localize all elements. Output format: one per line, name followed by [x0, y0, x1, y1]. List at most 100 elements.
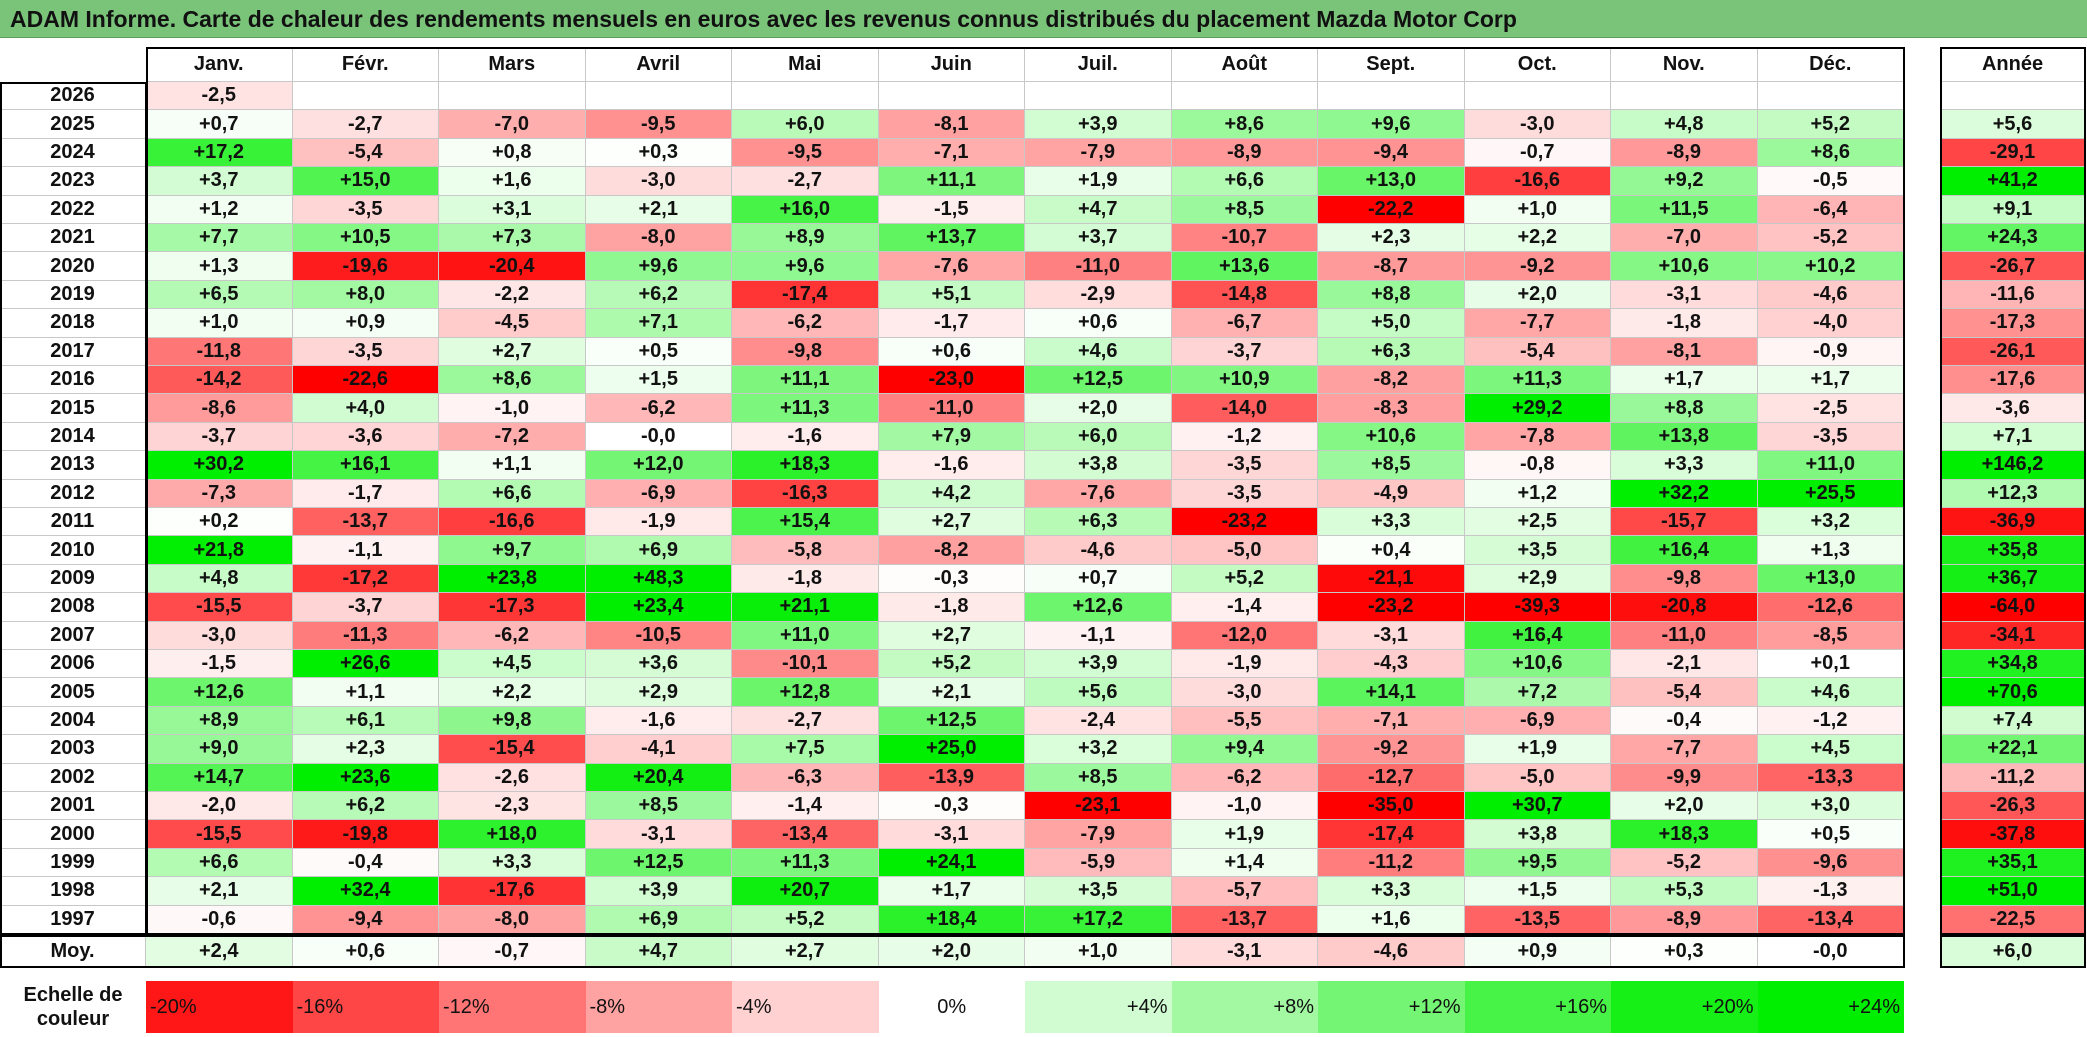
heatmap-cell: +2,0 [1464, 280, 1611, 310]
heatmap-cell: -5,2 [1611, 848, 1758, 878]
year-label-2013: 2013 [0, 451, 146, 480]
heatmap-cell: +6,3 [1318, 337, 1465, 366]
heatmap-cell: -1,2 [1171, 422, 1318, 452]
heatmap-cell: +1,0 [1464, 195, 1611, 224]
heatmap-cell: +18,4 [878, 905, 1025, 934]
heatmap-cell: +8,5 [1318, 451, 1465, 480]
average-cell: +2,4 [146, 937, 293, 967]
heatmap-cell: +3,2 [1757, 508, 1904, 537]
heatmap-cell: +11,0 [1757, 451, 1904, 480]
color-scale-swatch: +12% [1318, 981, 1465, 1033]
heatmap-cell: +6,9 [585, 536, 732, 565]
heatmap-cell: +0,1 [1757, 650, 1904, 679]
heatmap-cell: +4,5 [1757, 735, 1904, 764]
heatmap-cell: -7,3 [146, 479, 293, 508]
title-bar: ADAM Informe. Carte de chaleur des rende… [0, 0, 2087, 38]
average-cell: +0,3 [1611, 937, 1758, 967]
average-cell: +2,0 [878, 937, 1025, 967]
annual-cell: -3,6 [1940, 394, 2086, 423]
heatmap-cell: +13,6 [1171, 252, 1318, 281]
heatmap-cell: -3,5 [292, 195, 439, 224]
heatmap-cell: +20,7 [732, 877, 879, 906]
heatmap-cell: +10,6 [1464, 650, 1611, 679]
heatmap-cell: -6,7 [1171, 309, 1318, 338]
heatmap-cell: +10,2 [1757, 252, 1904, 281]
year-label-2016: 2016 [0, 366, 146, 395]
heatmap-cell: +8,9 [732, 224, 879, 253]
heatmap-cell: +24,1 [878, 848, 1025, 878]
heatmap-cell: -14,2 [146, 366, 293, 395]
heatmap-cell: +1,5 [1464, 877, 1611, 906]
heatmap-cell: -7,9 [1025, 820, 1172, 849]
heatmap-cell: -6,4 [1757, 195, 1904, 224]
heatmap-cell: -17,3 [439, 593, 586, 622]
heatmap-cell: +5,0 [1318, 309, 1465, 338]
heatmap-cell: +11,3 [1464, 366, 1611, 395]
average-cell: -4,6 [1318, 937, 1465, 967]
heatmap-cell: +2,2 [439, 678, 586, 707]
heatmap-cell: +4,7 [1025, 195, 1172, 224]
heatmap-cell: -8,0 [585, 224, 732, 253]
annual-cell: +7,4 [1940, 706, 2086, 736]
heatmap-cell: +1,2 [1464, 479, 1611, 508]
heatmap-cell: +10,5 [292, 224, 439, 253]
heatmap-cell: -39,3 [1464, 593, 1611, 622]
heatmap-cell: +11,3 [732, 848, 879, 878]
heatmap-cell: +30,7 [1464, 792, 1611, 821]
average-cell: +0,9 [1464, 937, 1611, 967]
heatmap-cell: +5,2 [732, 905, 879, 934]
heatmap-cell: +8,5 [585, 792, 732, 821]
heatmap-cell: +9,2 [1611, 167, 1758, 196]
heatmap-cell: +13,8 [1611, 422, 1758, 452]
color-scale-swatch: +24% [1757, 981, 1904, 1033]
heatmap-cell: -8,6 [146, 394, 293, 423]
heatmap-cell: +6,2 [292, 792, 439, 821]
heatmap-cell: +9,7 [439, 536, 586, 565]
heatmap-cell: -9,8 [1611, 564, 1758, 594]
heatmap-cell: -3,0 [585, 167, 732, 196]
annual-cell: -26,1 [1940, 337, 2086, 366]
heatmap-cell: -16,6 [439, 508, 586, 537]
heatmap-cell: -16,3 [732, 479, 879, 508]
heatmap-cell: +6,5 [146, 280, 293, 310]
heatmap-cell: -5,5 [1171, 706, 1318, 736]
annual-cell: +41,2 [1940, 167, 2086, 196]
heatmap-cell: -12,0 [1171, 621, 1318, 650]
heatmap-cell: -7,6 [1025, 479, 1172, 508]
heatmap-cell: +5,2 [878, 650, 1025, 679]
heatmap-cell: +2,3 [292, 735, 439, 764]
heatmap-cell: +4,0 [292, 394, 439, 423]
annual-cell: +9,1 [1940, 195, 2086, 224]
heatmap-cell: +1,9 [1025, 167, 1172, 196]
heatmap-cell: -1,8 [878, 593, 1025, 622]
heatmap-cell: +3,9 [1025, 650, 1172, 679]
year-label-2020: 2020 [0, 252, 146, 281]
heatmap-cell: -12,7 [1318, 763, 1465, 792]
heatmap-cell: -3,5 [1171, 479, 1318, 508]
color-scale-swatch: 0% [878, 981, 1025, 1033]
heatmap-cell: +8,9 [146, 706, 293, 736]
heatmap-cell: +0,5 [585, 337, 732, 366]
color-scale-value: -20% [150, 995, 197, 1018]
heatmap-cell: -8,5 [1757, 621, 1904, 650]
heatmap-cell: -11,2 [1318, 848, 1465, 878]
heatmap-cell: -8,0 [439, 905, 586, 934]
heatmap-cell: +2,2 [1464, 224, 1611, 253]
heatmap-cell: +2,1 [146, 877, 293, 906]
heatmap-cell: +0,2 [146, 508, 293, 537]
page-title: ADAM Informe. Carte de chaleur des rende… [10, 6, 1517, 32]
annual-cell: +22,1 [1940, 735, 2086, 764]
heatmap-cell: -15,7 [1611, 508, 1758, 537]
heatmap-cell: +32,4 [292, 877, 439, 906]
heatmap-cell: +18,3 [732, 451, 879, 480]
heatmap-cell: +3,2 [1025, 735, 1172, 764]
year-label-2007: 2007 [0, 621, 146, 650]
heatmap-cell: -8,9 [1611, 138, 1758, 168]
heatmap-cell: -5,7 [1171, 877, 1318, 906]
heatmap-cell: +3,8 [1464, 820, 1611, 849]
heatmap-cell: +2,9 [585, 678, 732, 707]
heatmap-cell: -13,4 [732, 820, 879, 849]
color-scale-swatch: -4% [732, 981, 879, 1033]
heatmap-cell: +16,1 [292, 451, 439, 480]
heatmap-cell: +2,7 [439, 337, 586, 366]
